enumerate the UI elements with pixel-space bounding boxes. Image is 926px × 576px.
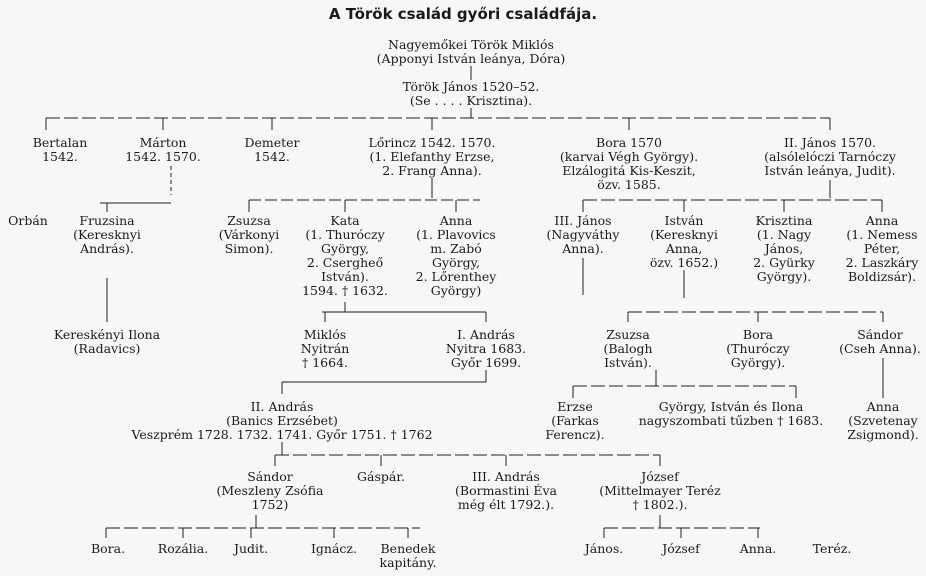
node-zsuzsa1: Zsuzsa (Várkonyi Simon). <box>218 213 280 256</box>
node-rozalia: Rozália. <box>157 541 209 556</box>
node-andras2: II. András (Banics Erzsébet) Veszprém 17… <box>131 399 433 442</box>
node-janos4: János. <box>584 541 624 556</box>
node-janos2: II. János 1570. (alsólelóczi Tarnóczy Is… <box>764 135 896 178</box>
node-anna2: Anna (1. Nemess Péter, 2. Laszkáry Boldi… <box>845 213 919 284</box>
node-kata: Kata (1. Thuróczy György, 2. Csergheő Is… <box>302 213 388 298</box>
node-janos3: III. János (Nagyváthy Anna). <box>546 213 620 256</box>
node-sandor2: Sándor (Meszleny Zsófia 1752) <box>216 469 324 512</box>
node-bertalan: Bertalan 1542. <box>32 135 88 164</box>
node-bora2: Bora (Thuróczy György). <box>726 327 790 370</box>
node-judit: Judit. <box>233 541 269 556</box>
node-anna1: Anna (1. Plavovics m. Zabó György, 2. Lő… <box>415 213 497 298</box>
node-jozsef1: József (Mittelmayer Teréz † 1802.). <box>599 469 721 512</box>
node-ignacz: Ignácz. <box>310 541 358 556</box>
node-sandor1: Sándor (Cseh Anna). <box>839 327 921 356</box>
node-gaspar: Gáspár. <box>357 469 405 484</box>
node-miklos2: Miklós Nyitrán † 1664. <box>300 327 350 370</box>
node-orban: Orbán <box>8 213 48 228</box>
node-anna4: Anna. <box>739 541 777 556</box>
node-gyorgy: György, István és Ilona nagyszombati tűz… <box>638 399 824 428</box>
node-krisztina: Krisztina (1. Nagy János, 2. Gyürky Györ… <box>753 213 815 284</box>
node-benedek: Benedek kapitány. <box>379 541 437 570</box>
node-ilona1: Kereskényi Ilona (Radavics) <box>53 327 161 356</box>
node-erzse: Erzse (Farkas Ferencz). <box>545 399 605 442</box>
node-andras3: III. András (Bormastini Éva még élt 1792… <box>455 469 557 512</box>
node-istvan: István (Keresknyi Anna, özv. 1652.) <box>649 213 719 270</box>
node-anna3: Anna (Szvetenay Zsigmond). <box>847 399 919 442</box>
node-jozsef2: József <box>662 541 700 556</box>
node-janos: Török János 1520–52. (Se . . . . Kriszti… <box>402 79 540 108</box>
node-bora1: Bora 1570 (karvai Végh György). Elzálogi… <box>559 135 699 192</box>
node-terez: Teréz. <box>812 541 852 556</box>
node-marton: Márton 1542. 1570. <box>125 135 201 164</box>
node-bora3: Bora. <box>90 541 126 556</box>
node-demeter: Demeter 1542. <box>244 135 300 164</box>
node-zsuzsa2: Zsuzsa (Balogh István). <box>603 327 653 370</box>
node-fruzsina: Fruzsina (Keresknyi András). <box>73 213 141 256</box>
node-andras1: I. András Nyitra 1683. Győr 1699. <box>445 327 527 370</box>
diagram-title: A Török család győri családfája. <box>328 5 598 23</box>
node-lorincz: Lőrincz 1542. 1570. (1. Elefanthy Erzse,… <box>368 135 496 178</box>
node-miklos: Nagyemőkei Török Miklós (Apponyi István … <box>376 37 566 66</box>
